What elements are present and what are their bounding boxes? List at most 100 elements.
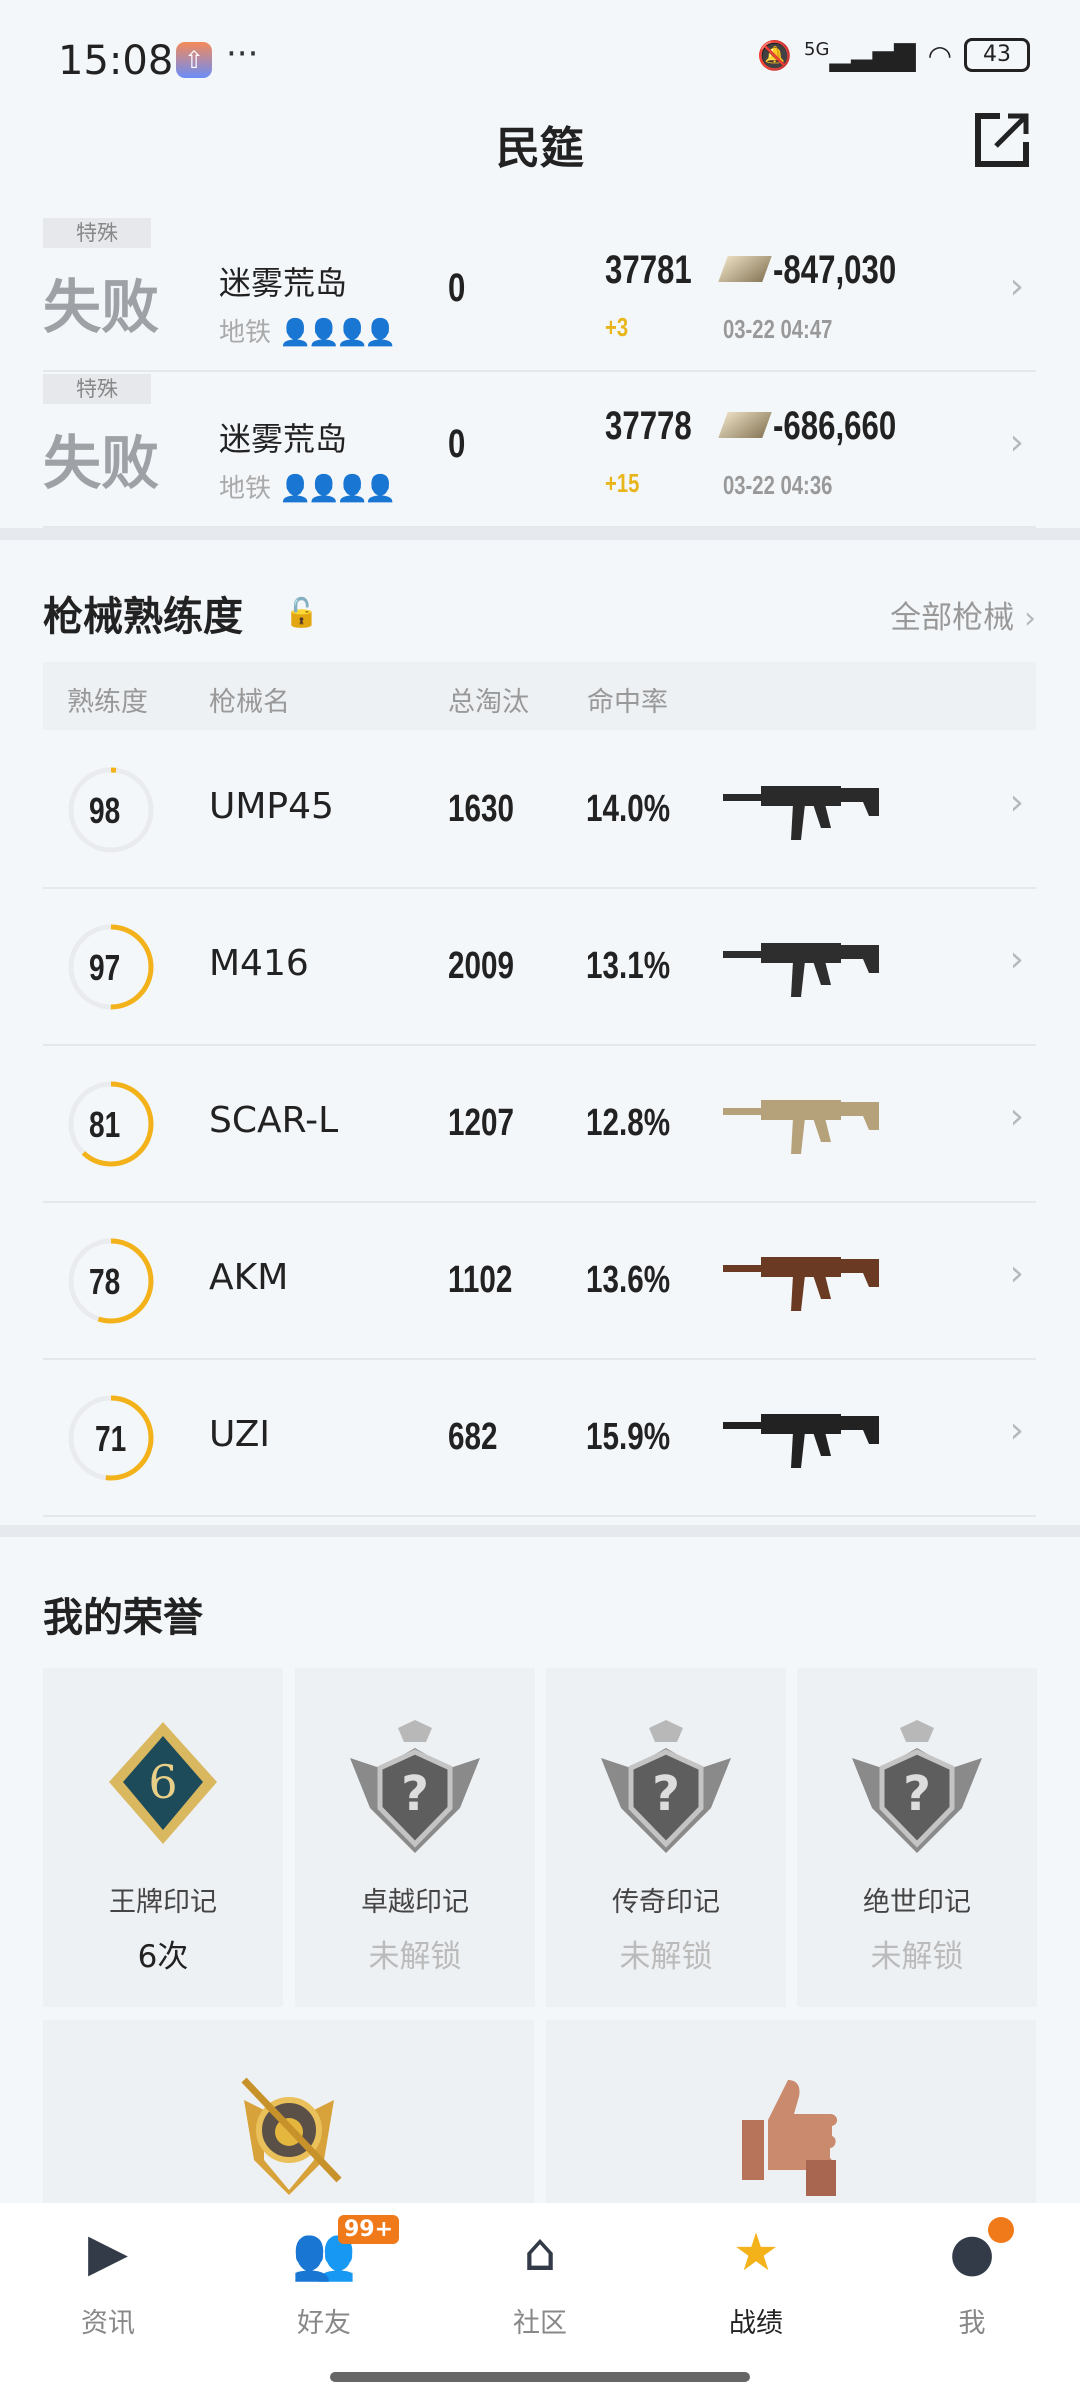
gun-name: AKM [209, 1257, 289, 1298]
svg-text:?: ? [903, 1766, 931, 1822]
squad-icon: 👤👤👤👤 [279, 318, 396, 348]
honor-name: 传奇印记 [612, 1887, 720, 1918]
mastery-value: 81 [89, 1104, 121, 1145]
chevron-right-icon: › [1009, 782, 1024, 823]
map-name: 迷雾荒岛 [219, 264, 348, 302]
money-amount: -847,030 [773, 248, 897, 292]
gun-row[interactable]: 98 UMP45 1630 14.0% › [43, 732, 1036, 889]
gun-row[interactable]: 78 AKM 1102 13.6% › [43, 1203, 1036, 1360]
nav-label: 社区 [513, 2308, 567, 2339]
locked-mark-icon: ? [601, 1720, 731, 1853]
nav-item-friends[interactable]: 👥 99+ 好友 [264, 2215, 400, 2340]
mastery-value: 97 [89, 947, 121, 988]
honor-card[interactable]: ? 卓越印记 未解锁 [295, 1668, 535, 2007]
chevron-right-icon: › [1024, 601, 1036, 636]
nav-label: 战绩 [729, 2308, 783, 2339]
mode-label: 地铁 [219, 474, 272, 504]
honor-card[interactable]: ? 绝世印记 未解锁 [797, 1668, 1037, 2007]
gun-row[interactable]: 97 M416 2009 13.1% › [43, 889, 1036, 1046]
gun-row[interactable]: 71 UZI 682 15.9% › [43, 1360, 1036, 1517]
chevron-right-icon: › [1009, 1096, 1024, 1137]
honor-badge: 6 [43, 1718, 283, 1858]
section-divider [0, 1525, 1080, 1537]
honor-card-wide[interactable] [546, 2020, 1036, 2203]
match-mode: 地铁 👤👤👤👤 [219, 312, 397, 349]
friends-icon: 👥 99+ [264, 2215, 400, 2293]
honor-card-wide[interactable] [43, 2020, 534, 2203]
app-update-icon: ⇧ [176, 42, 212, 78]
share-icon[interactable] [972, 110, 1032, 170]
nav-item-community[interactable]: ⌂ 社区 [480, 2223, 600, 2340]
honor-card[interactable]: ? 传奇印记 未解锁 [546, 1668, 786, 2007]
battery-icon: 43 [964, 38, 1030, 72]
honor-name: 绝世印记 [863, 1887, 971, 1918]
col-kills: 总淘汰 [448, 687, 529, 718]
kills: 0 [448, 266, 466, 310]
signal-icon: 5G▂▃▅▇ [804, 38, 916, 72]
nav-item-profile[interactable]: ● 我 [912, 2217, 1032, 2340]
red-dot-badge [988, 2217, 1014, 2243]
mastery-ring [68, 1238, 154, 1324]
match-row[interactable]: 特殊 失败 迷雾荒岛 地铁 👤👤👤👤 0 37781 +3 -847,030 0… [43, 216, 1036, 372]
all-guns-link[interactable]: 全部枪械 › [890, 600, 1036, 636]
gun-image-icon [723, 786, 879, 840]
honor-card[interactable]: 6 王牌印记 6次 [43, 1668, 283, 2007]
gun-hit-rate: 13.6% [586, 1259, 671, 1301]
gun-name: UMP45 [209, 786, 334, 827]
honor-value: 未解锁 [870, 1939, 964, 1975]
chevron-right-icon: › [1009, 422, 1024, 463]
mode-tag: 特殊 [43, 374, 151, 404]
bottom-nav: ▶ 资讯 👥 99+ 好友 ⌂ 社区 ★ 战绩 ● 我 [0, 2203, 1080, 2400]
mastery-value: 71 [95, 1418, 127, 1459]
gun-name: SCAR-L [209, 1100, 339, 1141]
gun-name: M416 [209, 943, 309, 984]
page-title: 民筵 [496, 123, 584, 174]
status-bar: 15:08 ⇧ ··· 🔕 5G▂▃▅▇ ◠ 43 [0, 34, 1080, 88]
svg-text:6: 6 [148, 1755, 177, 1809]
mastery-value: 98 [89, 790, 121, 831]
gun-image-icon [723, 1100, 879, 1154]
gun-kills: 1102 [448, 1259, 513, 1301]
map-name: 迷雾荒岛 [219, 420, 348, 458]
chevron-right-icon: › [1009, 1410, 1024, 1451]
honor-name: 卓越印记 [361, 1887, 469, 1918]
rank-score: 37781 [605, 248, 692, 292]
col-gun-name: 枪械名 [209, 687, 290, 718]
gun-image-icon [723, 1257, 879, 1311]
notification-badge: 99+ [338, 2215, 400, 2244]
match-result: 失败 [43, 273, 160, 341]
locked-mark-icon: ? [350, 1720, 480, 1853]
profile-icon: ● [912, 2217, 1032, 2293]
rank-score: 37778 [605, 404, 692, 448]
match-mode: 地铁 👤👤👤👤 [219, 468, 397, 505]
money-amount: -686,660 [773, 404, 897, 448]
gun-image-icon [723, 1414, 879, 1468]
mastery-ring [68, 924, 154, 1010]
chevron-right-icon: › [1009, 939, 1024, 980]
mode-label: 地铁 [219, 318, 272, 348]
gun-row[interactable]: 81 SCAR-L 1207 12.8% › [43, 1046, 1036, 1203]
gun-kills: 1207 [448, 1102, 514, 1144]
gun-kills: 1630 [448, 788, 514, 830]
match-date: 03-22 04:47 [723, 314, 833, 344]
gun-kills: 2009 [448, 945, 514, 987]
nav-label: 我 [958, 2308, 986, 2339]
honor-value: 6次 [137, 1939, 189, 1975]
news-icon: ▶ [88, 2223, 128, 2283]
home-indicator[interactable] [330, 2372, 750, 2382]
svg-text:?: ? [652, 1766, 680, 1822]
nav-item-news[interactable]: ▶ 资讯 [48, 2223, 168, 2340]
nav-item-stats[interactable]: ★ 战绩 [696, 2223, 816, 2340]
sniper-medal-icon [240, 2077, 342, 2195]
community-icon: ⌂ [523, 2223, 557, 2283]
svg-text:?: ? [401, 1766, 429, 1822]
gun-hit-rate: 13.1% [586, 945, 671, 987]
kills: 0 [448, 422, 466, 466]
gun-table-header: 熟练度 枪械名 总淘汰 命中率 [43, 662, 1036, 730]
match-row[interactable]: 特殊 失败 迷雾荒岛 地铁 👤👤👤👤 0 37778 +15 -686,660 … [43, 372, 1036, 528]
gun-hit-rate: 14.0% [586, 788, 671, 830]
rank-delta: +15 [605, 468, 640, 498]
wifi-icon: ◠ [927, 38, 952, 72]
mute-icon: 🔕 [757, 38, 793, 72]
mode-tag: 特殊 [43, 218, 151, 248]
